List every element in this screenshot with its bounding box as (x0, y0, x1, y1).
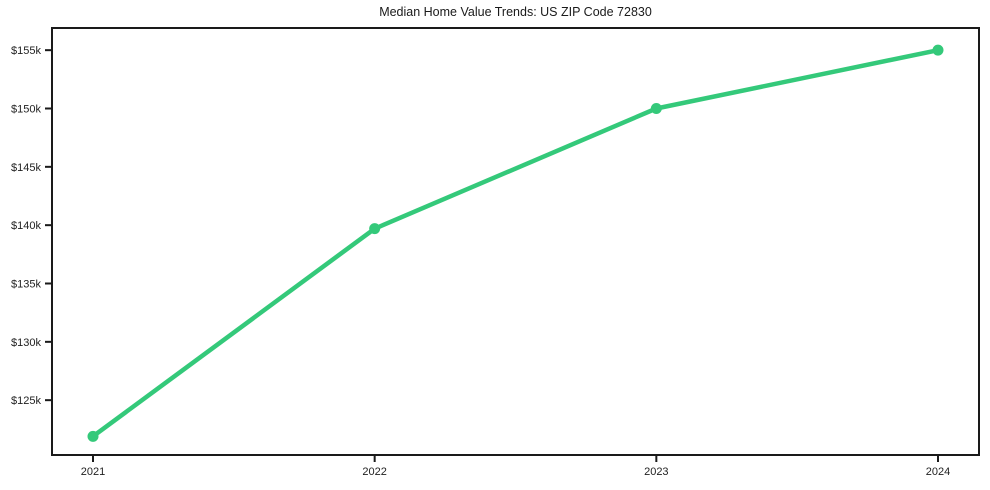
data-point-2023 (650, 103, 662, 114)
y-tick-label: $155k (11, 45, 41, 57)
x-tick-label: 2022 (362, 466, 386, 478)
data-point-2024 (932, 44, 944, 56)
data-point-2022 (369, 223, 381, 235)
x-tick-label: 2021 (81, 466, 105, 478)
y-tick-label: $145k (11, 162, 41, 174)
x-tick-label: 2024 (926, 466, 950, 478)
y-tick-label: $140k (11, 220, 41, 232)
plot-border (51, 27, 980, 456)
x-tick-label: 2023 (644, 466, 668, 478)
y-tick-label: $130k (11, 337, 41, 349)
y-tick-label: $150k (11, 104, 41, 116)
chart-title: Median Home Value Trends: US ZIP Code 72… (379, 5, 652, 19)
trend-line (90, 47, 941, 439)
y-tick-label: $135k (11, 279, 41, 291)
data-point-2021 (87, 430, 99, 442)
y-tick-label: $125k (11, 395, 41, 407)
